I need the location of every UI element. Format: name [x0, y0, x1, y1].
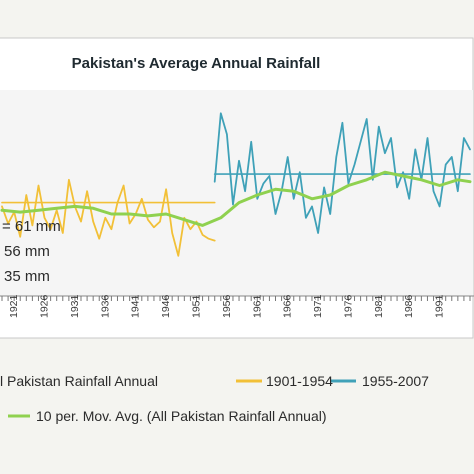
x-tick-label: 1966	[282, 294, 294, 318]
x-tick-label: 1981	[373, 294, 385, 318]
x-tick-label: 1941	[130, 294, 142, 318]
legend-label-all: l Pakistan Rainfall Annual	[0, 373, 158, 389]
annotation-35mm: 35 mm	[4, 268, 50, 285]
legend-label-1955-2007: 1955-2007	[362, 373, 429, 389]
x-tick-label: 1986	[403, 294, 415, 318]
minor-ticks	[1, 296, 471, 301]
x-tick-label: 1971	[312, 294, 324, 318]
x-tick-label: 1921	[8, 294, 20, 318]
x-tick-label: 1946	[160, 294, 172, 318]
annotation-61mm: = 61 mm	[2, 218, 61, 235]
x-tick-label: 1926	[39, 294, 51, 318]
chart-title: Pakistan's Average Annual Rainfall	[72, 55, 321, 72]
legend: l Pakistan Rainfall Annual 1901-1954 195…	[0, 373, 429, 424]
plot-area	[0, 90, 473, 296]
legend-label-mov-avg: 10 per. Mov. Avg. (All Pakistan Rainfall…	[36, 408, 327, 424]
series-line-1955-2007	[213, 112, 471, 234]
x-tick-labels: 1921 1926 1931 1936 1941 1946 1951 1956 1961 1966…	[8, 294, 445, 318]
legend-label-1901-1954: 1901-1954	[266, 373, 333, 389]
x-tick-label: 1976	[342, 294, 354, 318]
series-line-10-per-mov-avg-all-pakistan-rainfall-annual-	[0, 170, 472, 227]
x-tick-label: 1951	[190, 294, 202, 318]
series-layer	[0, 112, 472, 257]
series-line-1901-1954	[1, 178, 216, 257]
x-tick-label: 1931	[69, 294, 81, 318]
x-tick-label: 1956	[221, 294, 233, 318]
x-tick-label: 1991	[434, 294, 446, 318]
x-tick-label: 1936	[99, 294, 111, 318]
annotation-56mm: 56 mm	[4, 243, 50, 260]
x-tick-label: 1961	[251, 294, 263, 318]
